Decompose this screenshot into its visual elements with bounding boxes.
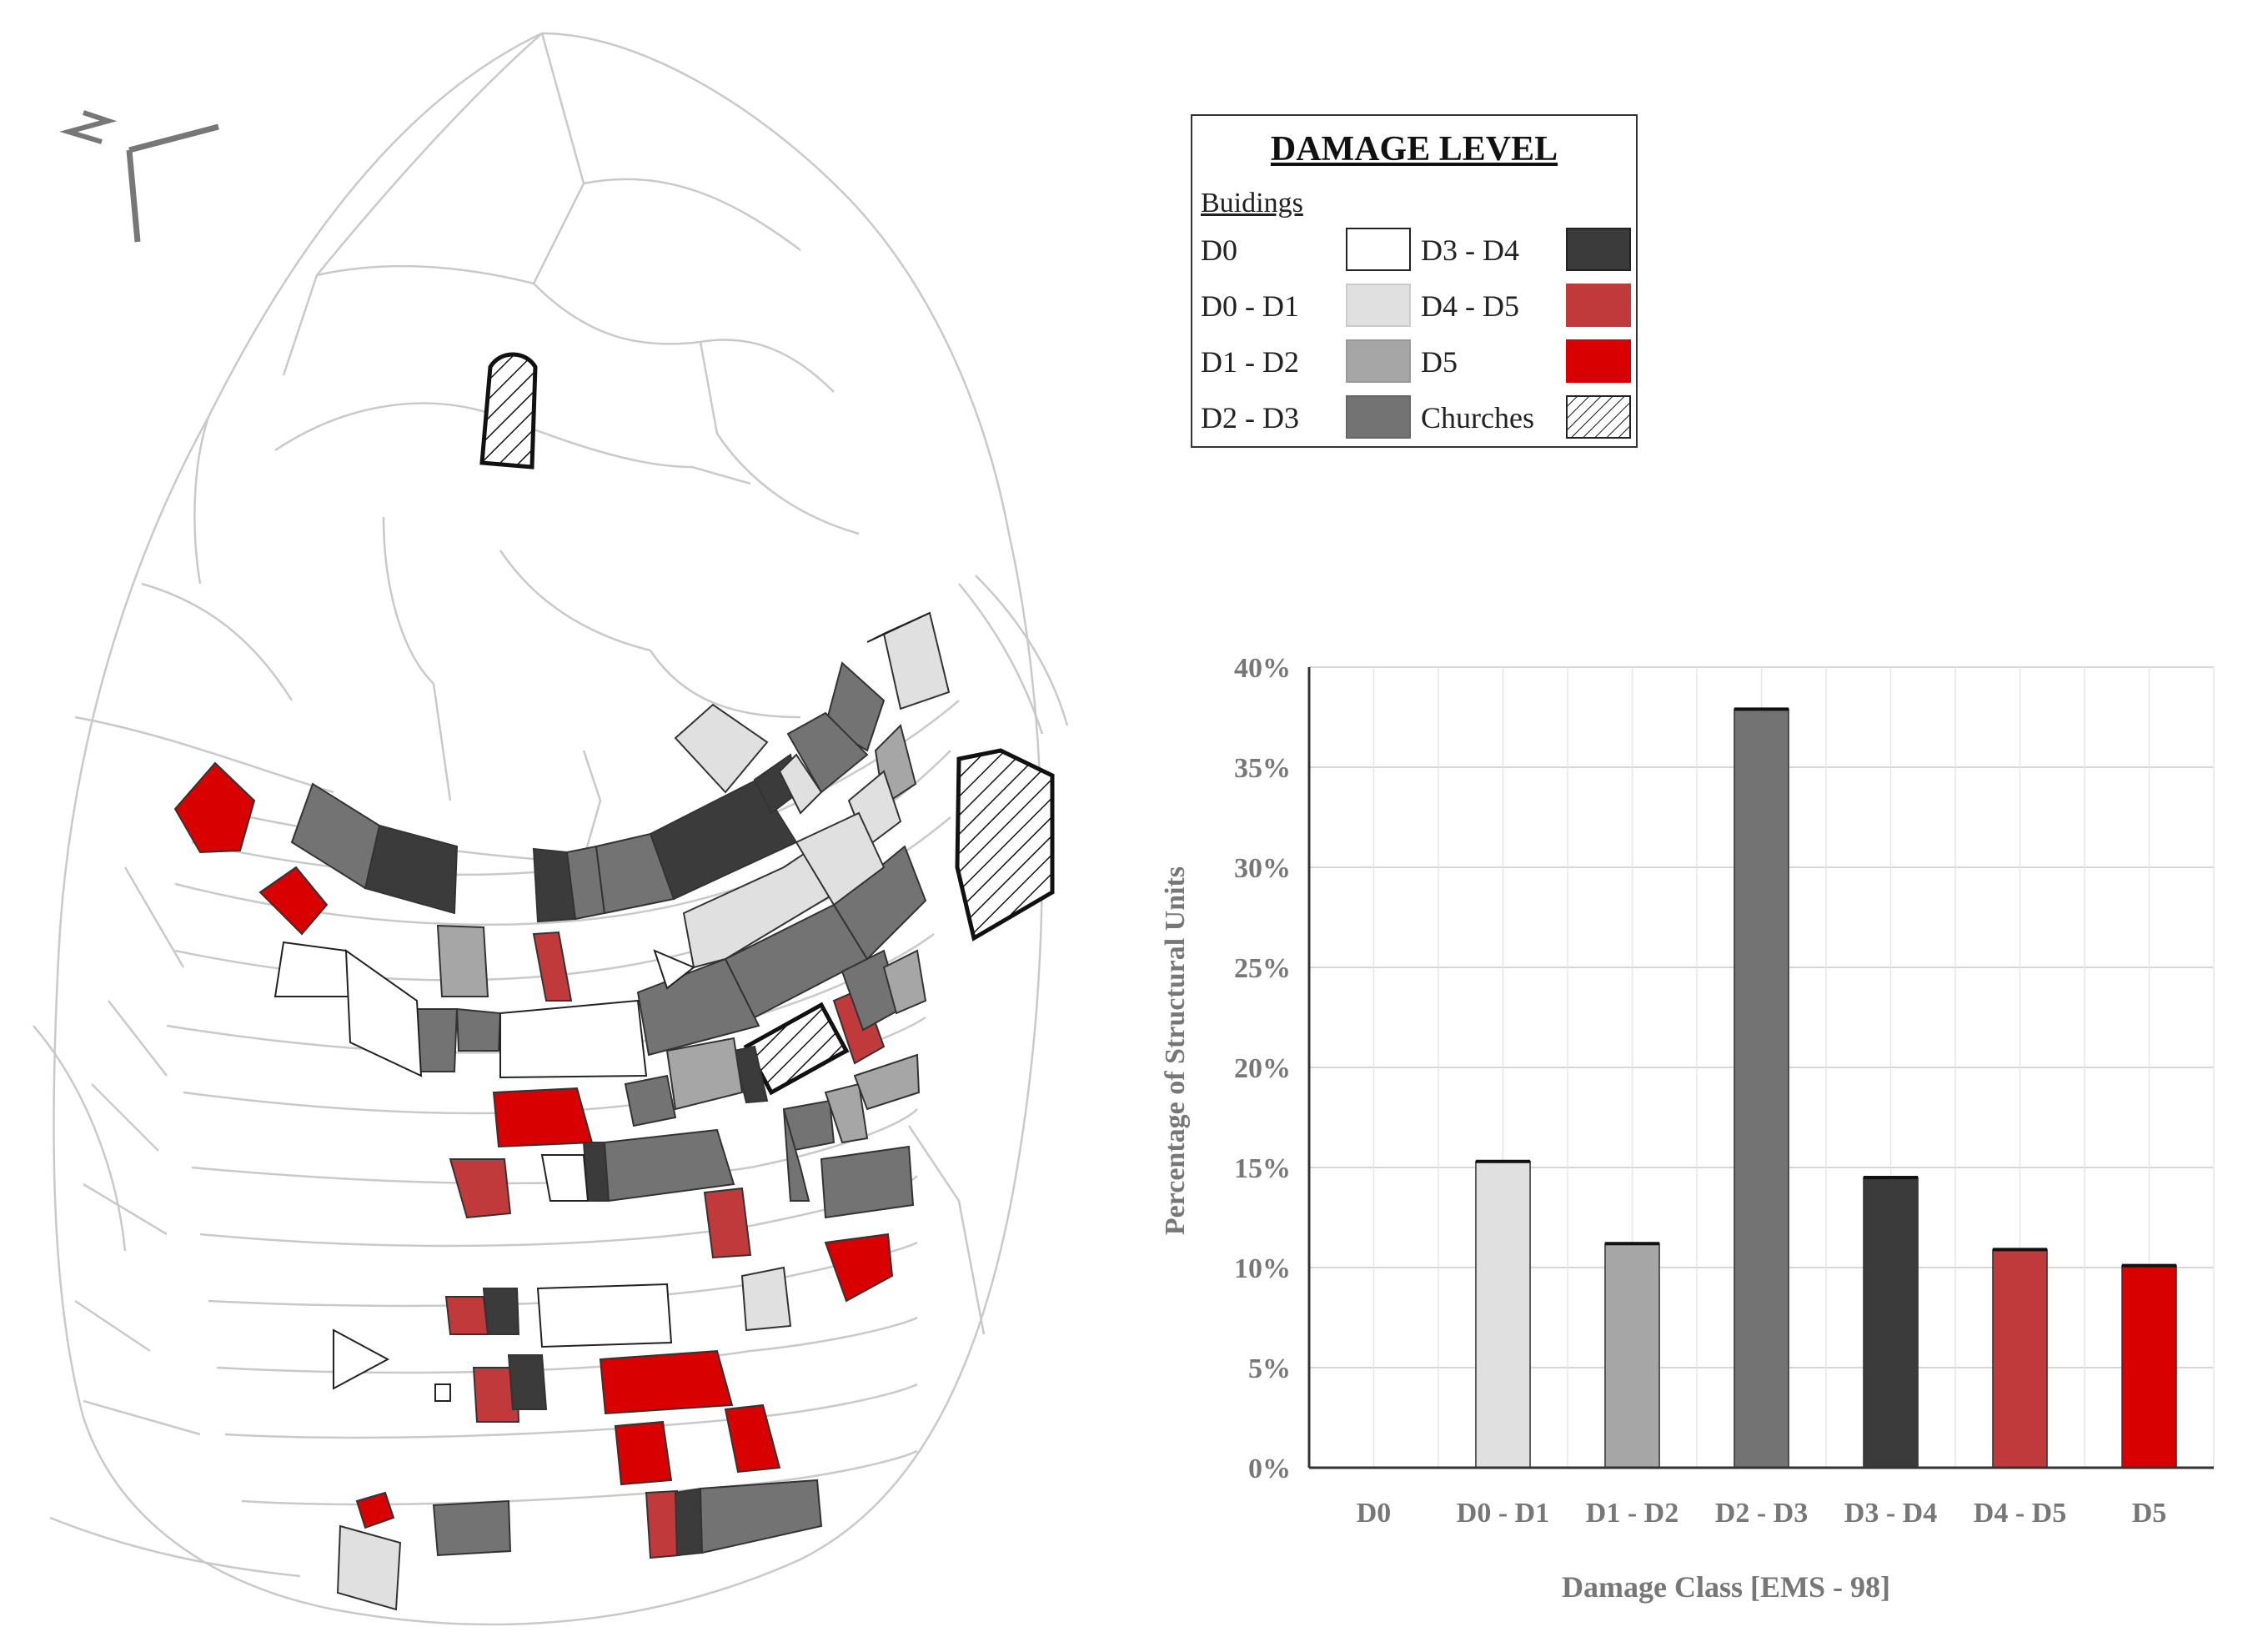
legend-label-d2-d3: D2 - D3 xyxy=(1201,401,1299,434)
x-axis-label: Damage Class [EMS - 98] xyxy=(1562,1570,1890,1604)
y-axis-label: Percentage of Structural Units xyxy=(1160,866,1191,1235)
north-label: N xyxy=(58,116,59,118)
y-tick-label: 20% xyxy=(1234,1053,1291,1084)
legend-swatch-d0-d1 xyxy=(1346,284,1411,327)
bar-d5 xyxy=(2121,1264,2177,1469)
x-tick-label: D1 - D2 xyxy=(1586,1498,1678,1529)
legend-swatch-d3-d4 xyxy=(1566,228,1631,271)
legend-subtitle: Buidings xyxy=(1201,188,1303,218)
x-tick-label: D0 - D1 xyxy=(1457,1498,1549,1529)
legend-label-d4-d5: D4 - D5 xyxy=(1421,289,1519,323)
village-damage-map: N xyxy=(33,32,1069,1626)
legend-swatch-d1-d2 xyxy=(1346,339,1411,383)
chart-axes: 0% 5% 10% 15% 20% 25% 30% 35% 40% D0 D0 - D1 D1 - D… xyxy=(1234,653,2214,1529)
x-tick-label: D2 - D3 xyxy=(1715,1498,1808,1529)
bar-d3-d4 xyxy=(1863,1177,1919,1469)
north-arrow-icon xyxy=(59,110,219,243)
x-tick-label: D0 xyxy=(1357,1498,1392,1529)
legend-swatch-d2-d3 xyxy=(1346,395,1411,439)
chart-bars xyxy=(1475,707,2177,1469)
legend-swatch-d4-d5 xyxy=(1566,284,1631,327)
bar-d1-d2 xyxy=(1604,1243,1660,1469)
bar-d4-d5 xyxy=(1992,1248,2048,1469)
y-tick-label: 0% xyxy=(1248,1454,1291,1484)
bar-d0-d1 xyxy=(1475,1161,1531,1469)
bar-d2-d3 xyxy=(1734,708,1789,1469)
legend-label-d0: D0 xyxy=(1201,233,1237,267)
legend-label-churches: Churches xyxy=(1421,401,1534,434)
damage-legend: DAMAGE LEVEL Buidings D0 D0 - D1 D1 - D2… xyxy=(1191,114,1638,448)
church-east xyxy=(955,748,1055,941)
legend-label-d1-d2: D1 - D2 xyxy=(1201,345,1299,379)
buildings xyxy=(173,611,951,1611)
x-tick-label: D5 xyxy=(2132,1498,2167,1529)
church-central xyxy=(743,1002,850,1096)
legend-swatch-churches xyxy=(1566,395,1631,439)
church-buildings xyxy=(479,352,1055,1096)
x-tick-label: D3 - D4 xyxy=(1844,1498,1937,1529)
y-tick-label: 40% xyxy=(1234,653,1291,684)
legend-label-d5: D5 xyxy=(1421,345,1458,379)
y-tick-label: 35% xyxy=(1234,753,1291,784)
church-north xyxy=(479,352,538,469)
y-tick-label: 5% xyxy=(1248,1353,1291,1384)
legend-swatch-d5 xyxy=(1566,339,1631,383)
y-tick-label: 25% xyxy=(1234,953,1291,984)
y-tick-label: 15% xyxy=(1234,1153,1291,1184)
y-tick-label: 30% xyxy=(1234,853,1291,884)
legend-swatch-d0 xyxy=(1346,228,1411,271)
legend-title: DAMAGE LEVEL xyxy=(1270,130,1558,168)
y-tick-label: 10% xyxy=(1234,1253,1291,1284)
legend-label-d0-d1: D0 - D1 xyxy=(1201,289,1299,323)
legend-label-d3-d4: D3 - D4 xyxy=(1421,233,1519,267)
x-tick-label: D4 - D5 xyxy=(1974,1498,2066,1529)
damage-class-bar-chart: 0% 5% 10% 15% 20% 25% 30% 35% 40% D0 D0 - D1 D1 - D… xyxy=(1160,653,2215,1604)
